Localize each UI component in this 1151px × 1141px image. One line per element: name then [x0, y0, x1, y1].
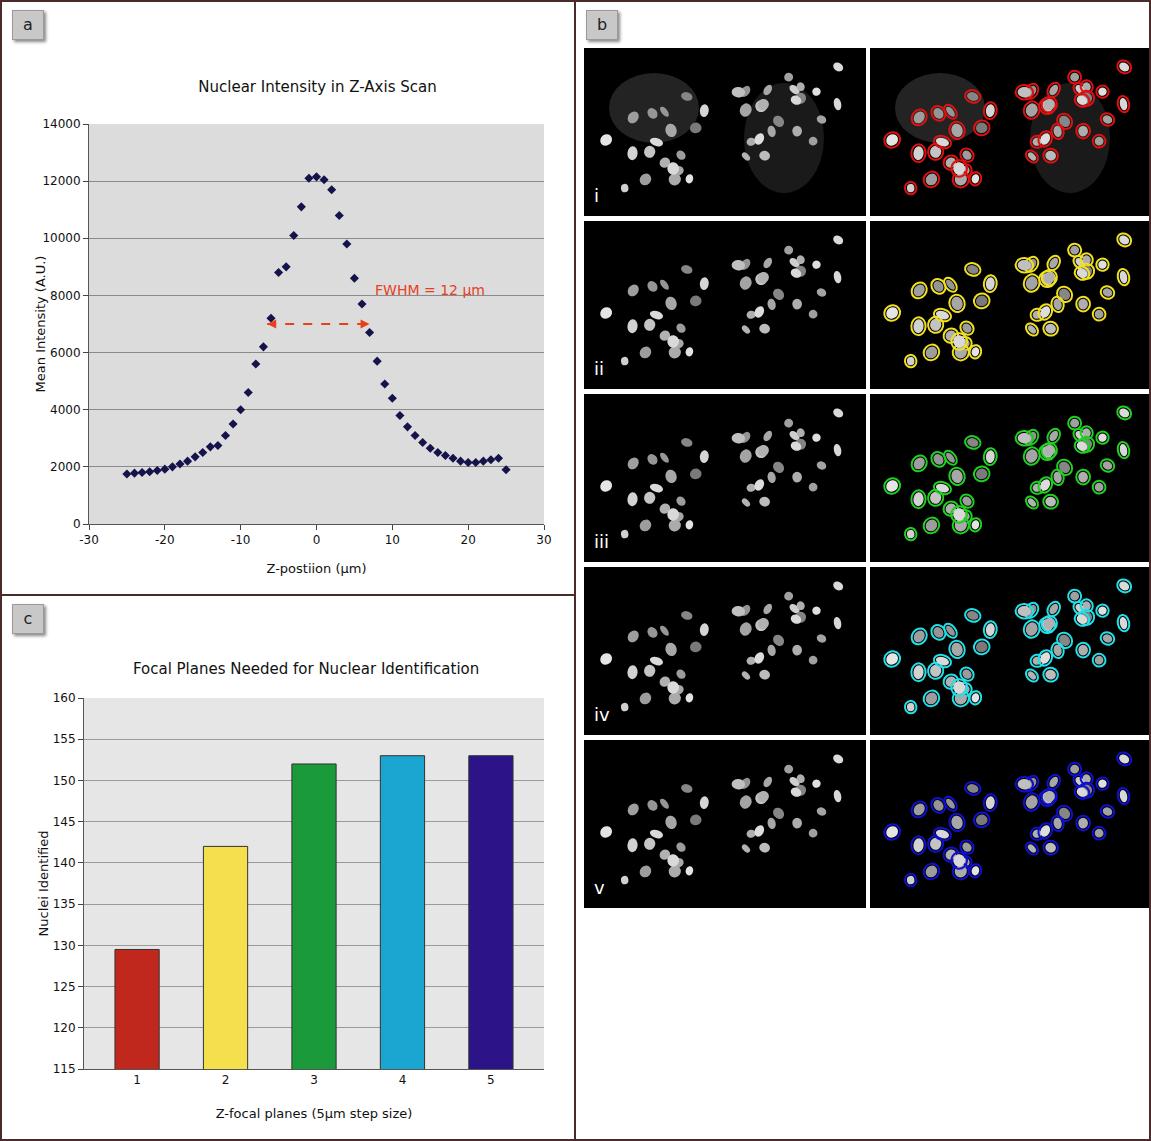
svg-text:10: 10 — [385, 533, 400, 547]
svg-text:Nuclear Intensity in Z-Axis Sc: Nuclear Intensity in Z-Axis Scan — [198, 78, 436, 96]
svg-text:0: 0 — [73, 517, 81, 531]
svg-text:Z-postiion (μm): Z-postiion (μm) — [266, 561, 366, 576]
html-text:a: a — [23, 15, 33, 34]
svg-text:14000: 14000 — [42, 117, 80, 131]
svg-text:v: v — [594, 877, 605, 898]
svg-text:30: 30 — [536, 533, 551, 547]
svg-text:155: 155 — [53, 732, 76, 746]
svg-text:iii: iii — [594, 531, 609, 552]
svg-text:135: 135 — [53, 897, 76, 911]
svg-text:Focal Planes Needed for Nuclea: Focal Planes Needed for Nuclear Identifi… — [133, 660, 479, 678]
svg-text:5: 5 — [487, 1073, 495, 1087]
svg-text:125: 125 — [53, 980, 76, 994]
svg-text:120: 120 — [53, 1021, 76, 1035]
svg-text:8000: 8000 — [50, 289, 81, 303]
svg-text:115: 115 — [53, 1062, 76, 1076]
svg-text:20: 20 — [461, 533, 476, 547]
svg-text:4000: 4000 — [50, 403, 81, 417]
svg-text:140: 140 — [53, 856, 76, 870]
svg-text:i: i — [594, 185, 599, 206]
svg-text:160: 160 — [53, 691, 76, 705]
svg-text:130: 130 — [53, 939, 76, 953]
svg-text:10000: 10000 — [42, 231, 80, 245]
svg-text:Mean Intensity (A.U.): Mean Intensity (A.U.) — [33, 256, 48, 393]
svg-text:0: 0 — [313, 533, 321, 547]
svg-text:4: 4 — [399, 1073, 407, 1087]
svg-text:1: 1 — [133, 1073, 141, 1087]
svg-text:Z-focal planes (5μm step size): Z-focal planes (5μm step size) — [216, 1106, 413, 1121]
svg-text:iv: iv — [594, 704, 610, 725]
svg-text:-20: -20 — [155, 533, 175, 547]
svg-text:145: 145 — [53, 815, 76, 829]
svg-text:-10: -10 — [231, 533, 251, 547]
svg-text:Nuclei Identified: Nuclei Identified — [36, 831, 51, 937]
svg-text:FWHM = 12 μm: FWHM = 12 μm — [375, 282, 485, 298]
html-text:b: b — [596, 15, 608, 34]
svg-text:150: 150 — [53, 774, 76, 788]
svg-text:12000: 12000 — [42, 174, 80, 188]
svg-text:-30: -30 — [79, 533, 99, 547]
svg-text:2000: 2000 — [50, 460, 81, 474]
svg-text:ii: ii — [594, 358, 604, 379]
svg-text:3: 3 — [310, 1073, 318, 1087]
html-text:c: c — [23, 609, 33, 628]
svg-text:2: 2 — [222, 1073, 230, 1087]
svg-text:6000: 6000 — [50, 346, 81, 360]
